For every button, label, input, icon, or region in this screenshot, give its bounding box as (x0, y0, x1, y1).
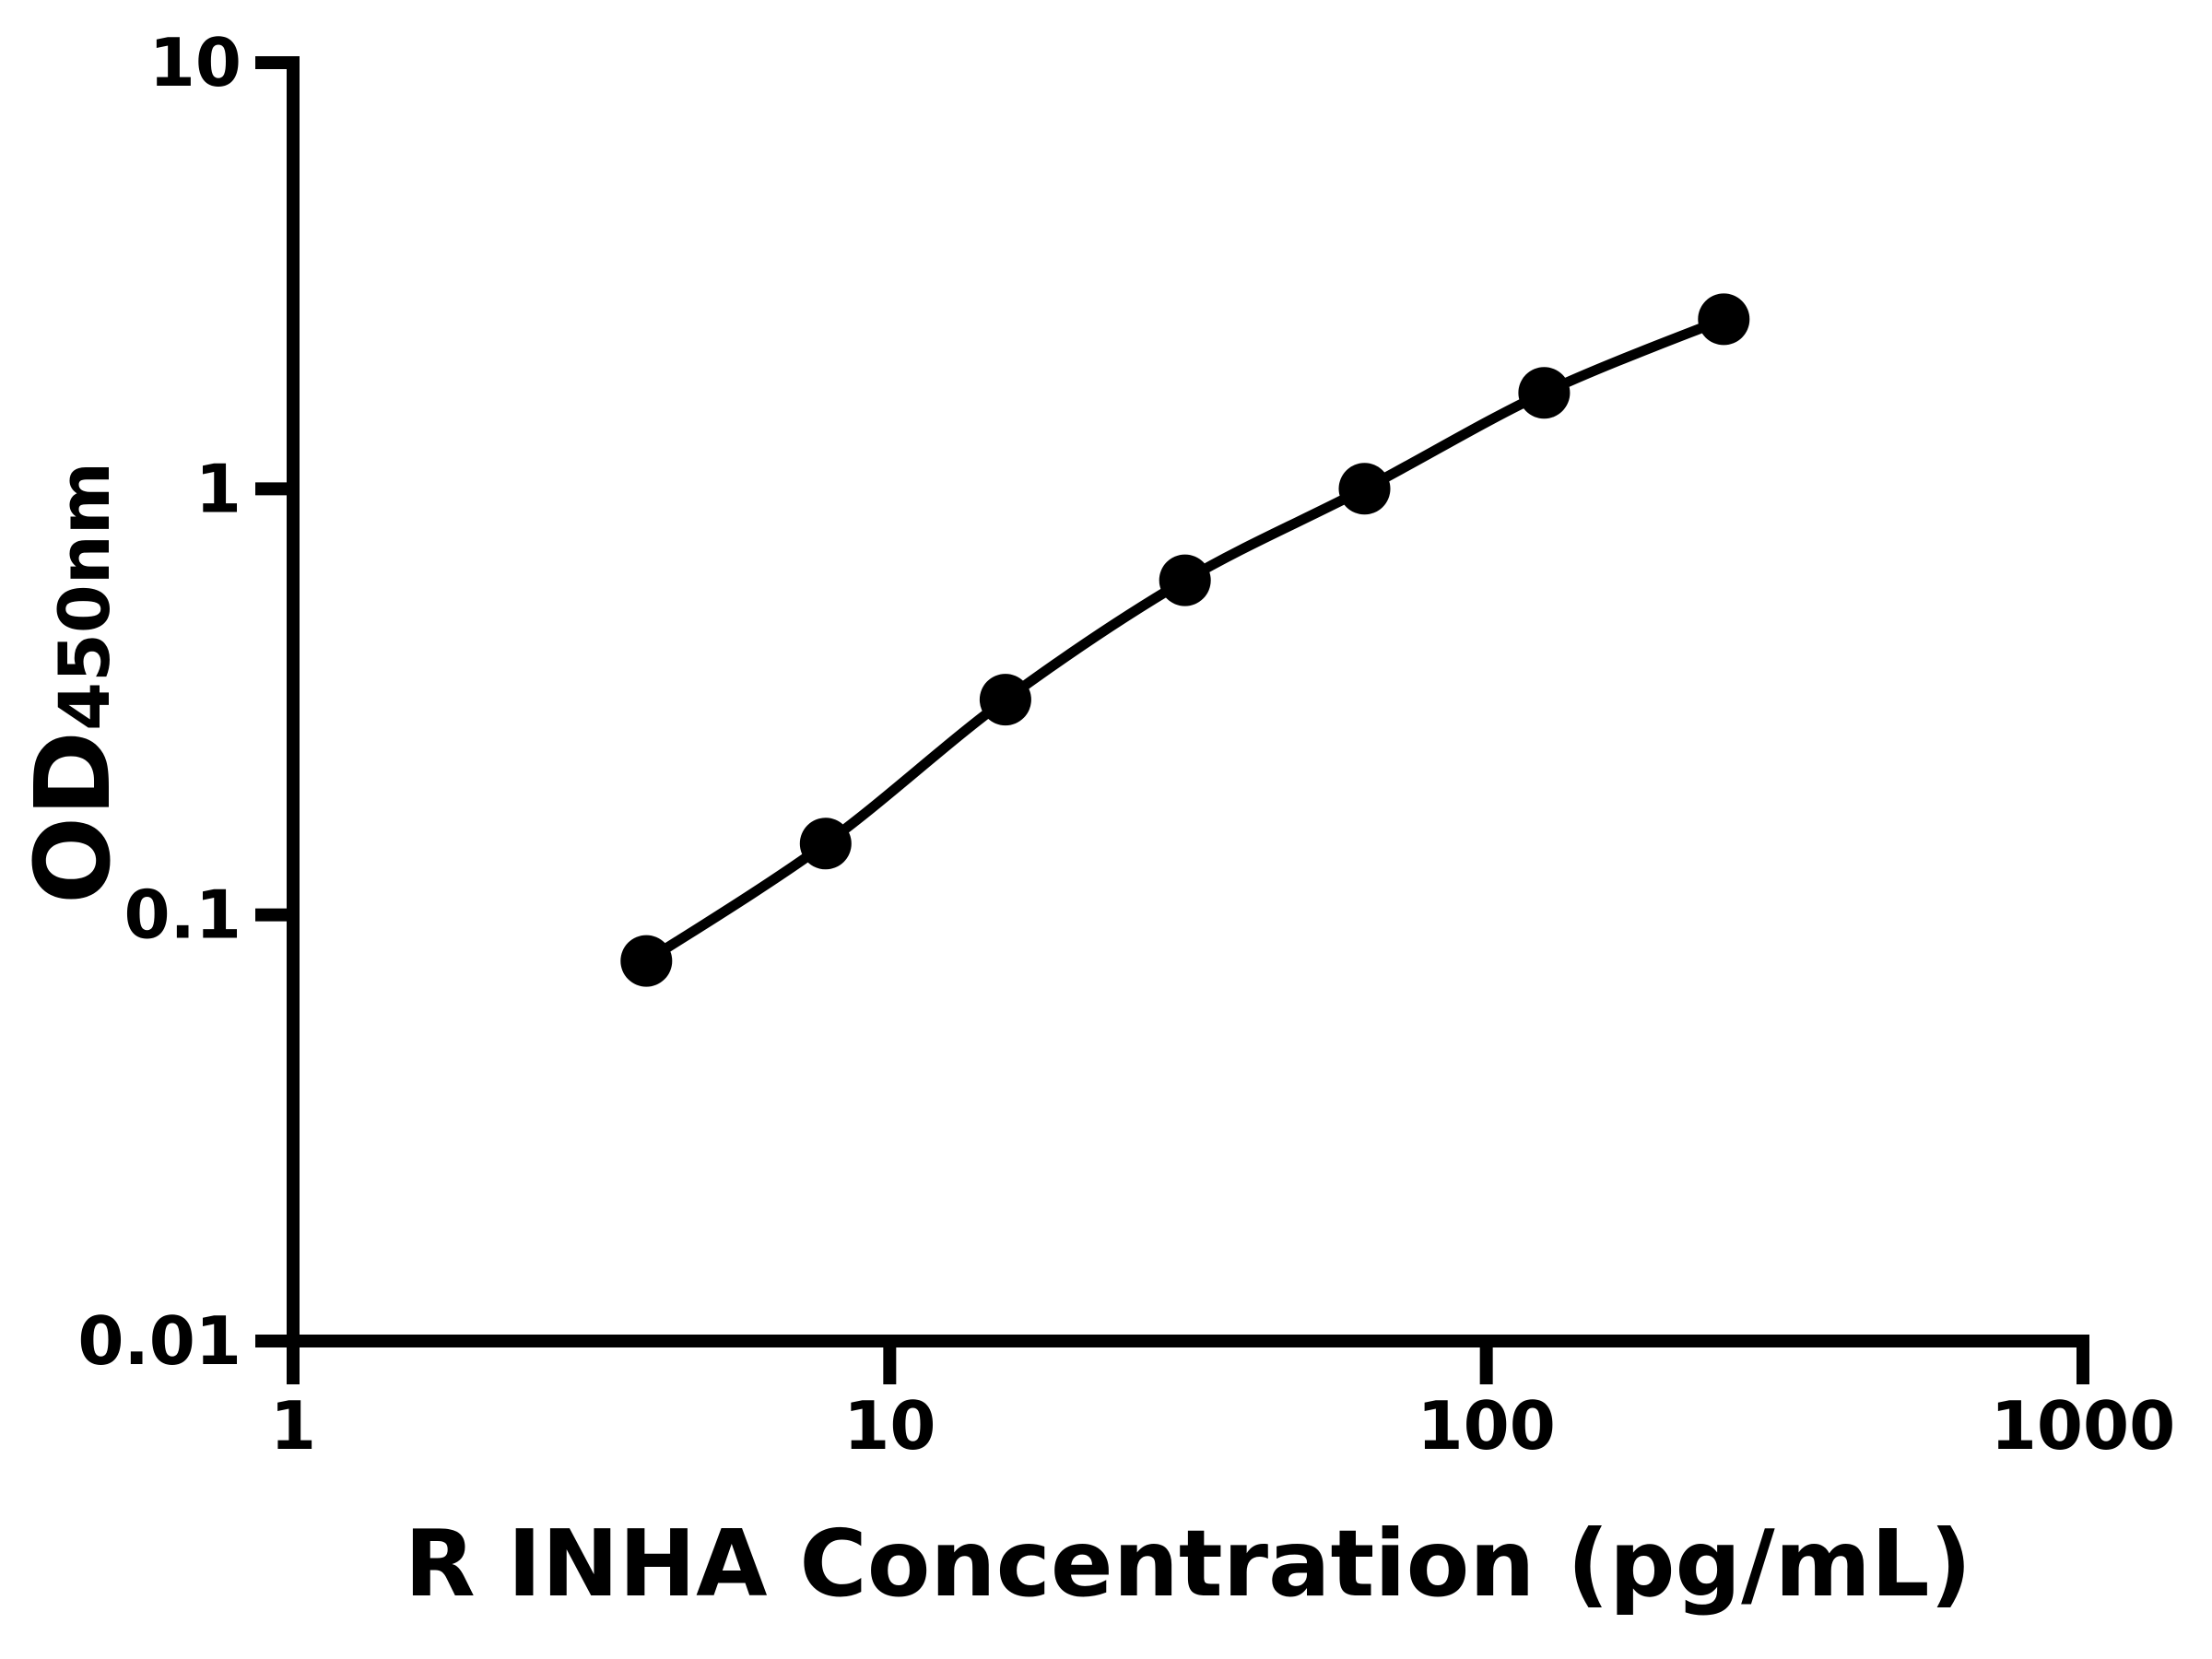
y-tick-label: 1 (195, 450, 241, 527)
y-axis-title-subscript: 450nm (43, 461, 125, 731)
y-tick-label: 0.1 (124, 877, 241, 954)
standard-curve-line (641, 313, 1729, 967)
y-tick-label: 0.01 (77, 1302, 241, 1380)
x-axis-title: R INHA Concentration (pg/mL) (404, 1510, 1972, 1618)
x-tick-label: 1 (270, 1387, 316, 1465)
y-axis-title-text: OD (14, 730, 134, 905)
y-axis-title: OD450nm (14, 461, 134, 904)
x-tick-label: 10 (843, 1387, 935, 1465)
data-point-marker (1338, 463, 1391, 515)
data-point-marker (979, 674, 1031, 726)
data-point-marker (799, 818, 852, 870)
data-point-marker (1698, 293, 1750, 346)
data-point-marker (1159, 554, 1211, 606)
data-point-marker (1518, 367, 1571, 419)
data-point-marker (620, 935, 673, 987)
x-tick-label: 100 (1418, 1387, 1556, 1465)
x-tick-label: 1000 (1991, 1387, 2175, 1465)
y-tick-label: 10 (149, 24, 241, 101)
